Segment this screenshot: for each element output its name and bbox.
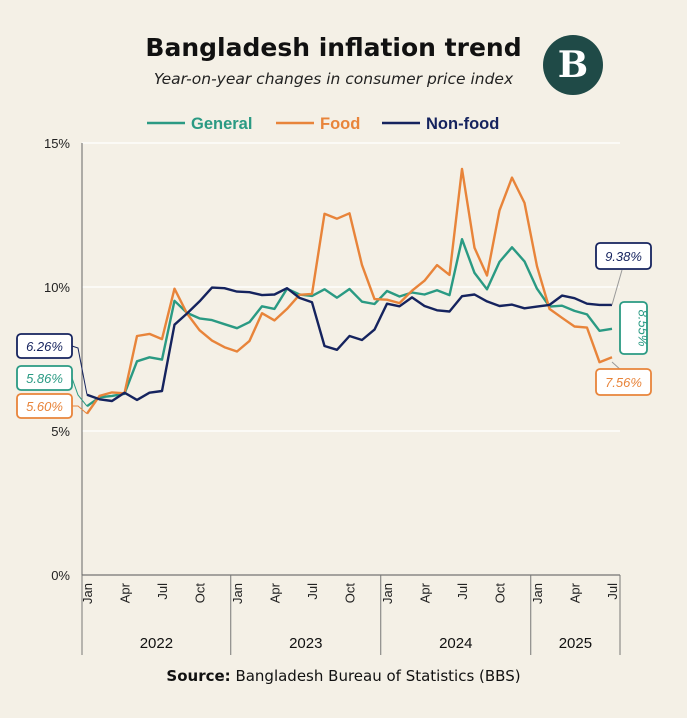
end-label-nonfood-box [595, 242, 652, 270]
x-tick-label: Jan [80, 583, 95, 604]
leader-line [72, 405, 88, 415]
start-label-food: 5.60% [26, 399, 63, 414]
end-label-food: 7.56% [605, 375, 642, 390]
y-axis: 0% 5% 10% 15% [44, 136, 83, 583]
start-label-general-box [16, 365, 73, 391]
x-tick-label: Jul [455, 583, 470, 600]
leader-line [611, 269, 623, 305]
series-lines [86, 167, 613, 415]
publisher-logo: B [543, 35, 603, 95]
year-label: 2024 [439, 635, 472, 652]
source-text: Bangladesh Bureau of Statistics (BBS) [235, 667, 521, 685]
end-label-nonfood: 9.38% [605, 249, 642, 264]
x-tick-label: Apr [568, 582, 583, 603]
x-tick-label: Jul [605, 583, 620, 600]
series-line-food [86, 167, 613, 415]
x-tick-label: Jul [305, 583, 320, 600]
legend: General Food Non-food [147, 115, 499, 133]
legend-label: General [191, 115, 252, 133]
y-tick-label: 10% [44, 280, 70, 295]
chart-subtitle: Year-on-year changes in consumer price i… [153, 70, 514, 88]
x-axis: Jan Apr Jul Oct Jan Apr Jul Oct Jan Apr Jul Oct Jan A… [80, 575, 621, 655]
year-label: 2022 [140, 635, 173, 652]
x-tick-label: Oct [193, 583, 208, 604]
y-tick-label: 0% [51, 568, 70, 583]
x-tick-label: Jan [230, 583, 245, 604]
start-label-nonfood: 6.26% [26, 339, 63, 354]
year-label: 2023 [289, 635, 322, 652]
end-label-general: 8.55% [636, 310, 651, 347]
end-label-food-box [595, 368, 652, 396]
y-tick-label: 5% [51, 424, 70, 439]
end-label-general-box [619, 301, 648, 355]
year-label: 2025 [559, 635, 592, 652]
x-tick-label: Jan [380, 583, 395, 604]
series-line-general [86, 237, 613, 408]
x-tick-label: Oct [343, 583, 358, 604]
legend-label: Non-food [426, 115, 499, 133]
series-line-non-food [86, 286, 612, 403]
x-tick-label: Apr [268, 582, 283, 603]
x-tick-label: Apr [418, 582, 433, 603]
start-label-nonfood-box [16, 333, 73, 359]
source-note: Source: Bangladesh Bureau of Statistics … [0, 667, 687, 685]
x-tick-label: Jan [530, 583, 545, 604]
start-label-general: 5.86% [26, 371, 63, 386]
x-tick-label: Jul [155, 583, 170, 600]
x-tick-label: Oct [493, 583, 508, 604]
start-label-food-box [16, 393, 73, 419]
value-callouts: 6.26% 5.86% 5.60% 9.38% 8.55% 7.56% [16, 242, 652, 419]
chart-title: Bangladesh inflation trend [145, 33, 522, 62]
legend-label: Food [320, 115, 360, 133]
source-label: Source: [166, 667, 231, 685]
gridlines [82, 142, 620, 576]
leader-line [71, 377, 88, 407]
leader-line [71, 345, 88, 395]
x-tick-label: Apr [118, 582, 133, 603]
y-tick-label: 15% [44, 136, 70, 151]
